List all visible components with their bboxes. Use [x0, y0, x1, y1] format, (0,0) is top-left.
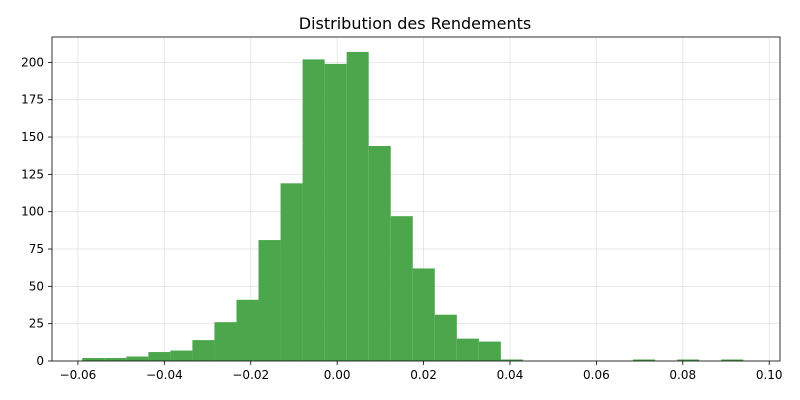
- histogram-bar: [368, 145, 391, 361]
- y-tick-label: 150: [21, 130, 44, 144]
- histogram-bar: [721, 359, 744, 361]
- histogram-bar: [148, 352, 171, 361]
- histogram-bars: [82, 51, 744, 362]
- y-tick-label: 50: [29, 279, 44, 293]
- histogram-bar: [280, 183, 303, 361]
- x-tick-label: 0.02: [410, 368, 437, 382]
- histogram-bar: [126, 356, 149, 361]
- x-tick-label: −0.02: [232, 368, 269, 382]
- y-tick-label: 125: [21, 167, 44, 181]
- x-tick-label: −0.04: [146, 368, 183, 382]
- plot-frame: [51, 36, 781, 362]
- x-tick-label: 0.10: [756, 368, 783, 382]
- y-tick-label: 200: [21, 55, 44, 69]
- histogram-bar: [346, 51, 369, 361]
- x-axis-ticks: −0.06 −0.04 −0.02 0.00 0.02 0.04 0.06 0.08 0.10: [60, 361, 783, 382]
- chart-title: Distribution des Rendements: [299, 14, 531, 33]
- histogram-bar: [82, 358, 105, 361]
- histogram-bar: [302, 59, 325, 362]
- grid-lines: [52, 37, 780, 362]
- histogram-bar: [214, 322, 237, 361]
- y-axis-ticks: 0 25 50 75 100 125 150 175 200: [21, 55, 52, 368]
- histogram-bar: [412, 268, 435, 361]
- histogram-bar: [236, 299, 259, 361]
- x-tick-label: 0.06: [583, 368, 610, 382]
- y-tick-label: 25: [29, 317, 44, 331]
- histogram-bar: [192, 340, 215, 361]
- histogram-bar: [500, 359, 523, 361]
- x-tick-label: −0.06: [60, 368, 97, 382]
- x-tick-label: 0.04: [497, 368, 524, 382]
- histogram-bar: [104, 358, 127, 361]
- x-tick-label: 0.08: [669, 368, 696, 382]
- histogram-bar: [434, 314, 457, 361]
- histogram-bar: [390, 216, 413, 361]
- histogram-bar: [478, 341, 501, 361]
- histogram-bar: [677, 359, 700, 361]
- y-tick-label: 100: [21, 205, 44, 219]
- histogram-bar: [170, 350, 193, 361]
- histogram-bar: [258, 240, 281, 361]
- y-tick-label: 0: [36, 354, 44, 368]
- histogram-bar: [633, 359, 656, 361]
- y-tick-label: 75: [29, 242, 44, 256]
- x-tick-label: 0.00: [324, 368, 351, 382]
- histogram-bar: [324, 63, 347, 361]
- axes: [51, 36, 781, 362]
- y-tick-label: 175: [21, 93, 44, 107]
- histogram-bar: [456, 338, 479, 361]
